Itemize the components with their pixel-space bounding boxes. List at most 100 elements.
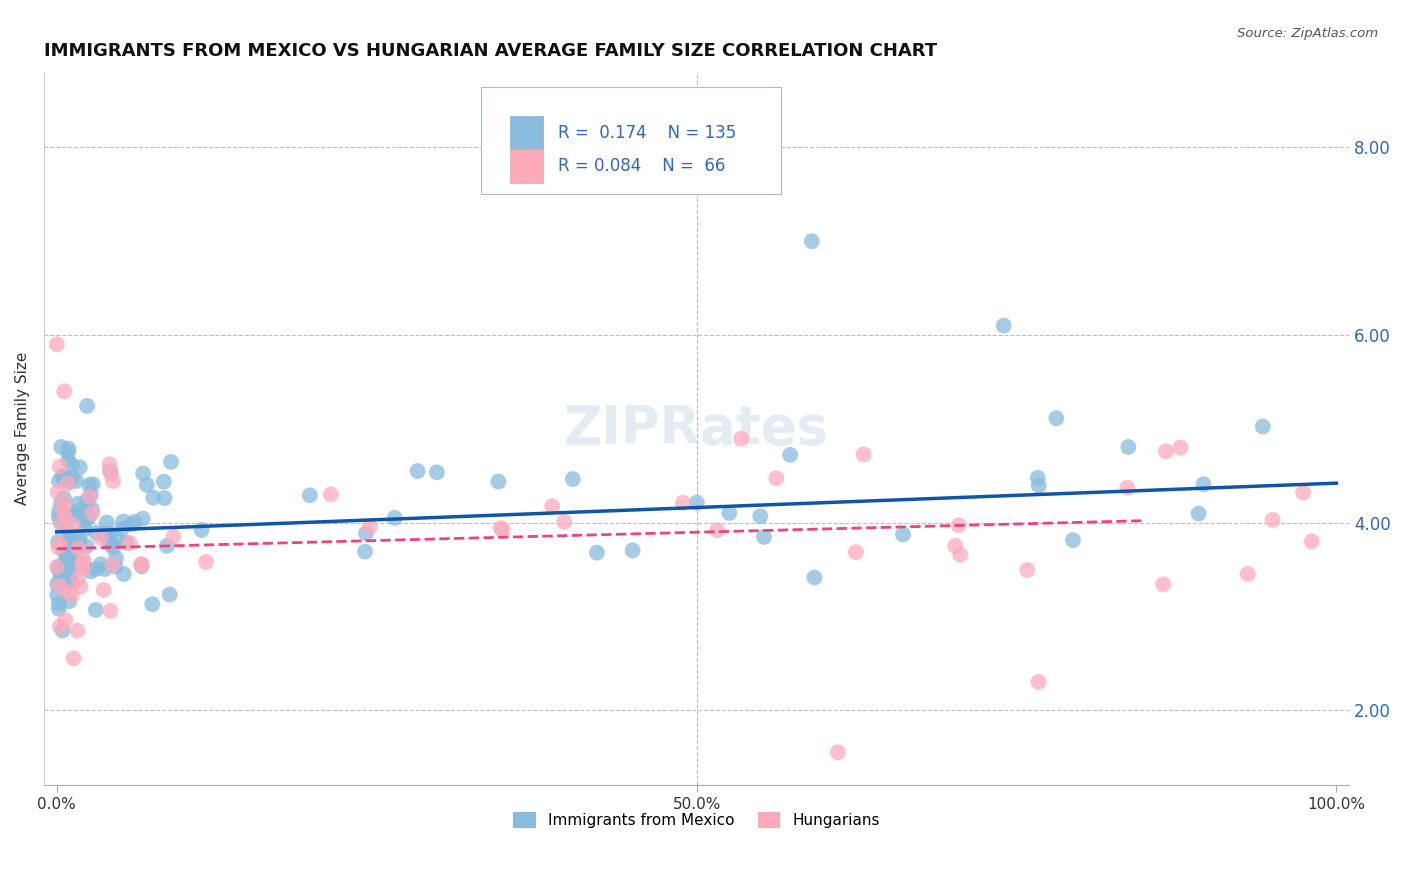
Point [55, 568, 77, 582]
Point [60, 470, 83, 484]
Point [1026, 471, 1049, 485]
Point [156, 539, 179, 553]
Point [69, 580, 91, 594]
Point [72, 552, 94, 566]
Point [1251, 419, 1274, 434]
Point [48, 579, 70, 593]
Point [160, 455, 183, 469]
Point [69, 460, 91, 475]
Point [118, 536, 141, 550]
Point [298, 488, 321, 502]
Point [1062, 533, 1084, 548]
Point [51, 517, 73, 532]
Point [406, 464, 429, 478]
Point [46, 485, 69, 500]
Point [98, 526, 121, 541]
Point [101, 558, 124, 572]
Point [53, 469, 76, 483]
Point [153, 491, 176, 505]
Point [101, 474, 124, 488]
Point [59, 550, 82, 565]
Point [80, 488, 103, 502]
Point [142, 491, 165, 505]
Point [84, 603, 107, 617]
Point [1116, 440, 1139, 454]
Point [90, 531, 112, 545]
Point [1292, 485, 1315, 500]
Point [58, 544, 80, 558]
Point [55, 550, 77, 565]
Point [72, 557, 94, 571]
Point [672, 496, 695, 510]
Point [62, 651, 84, 665]
Point [121, 517, 143, 532]
Point [49, 619, 72, 633]
Point [94, 562, 117, 576]
Point [384, 511, 406, 525]
Point [53, 508, 76, 523]
Point [80, 565, 103, 579]
Point [72, 561, 94, 575]
Point [73, 523, 96, 537]
Point [98, 533, 121, 548]
Point [131, 559, 153, 574]
Point [1236, 566, 1258, 581]
Point [104, 559, 127, 574]
Point [111, 522, 134, 536]
Point [845, 545, 868, 559]
Point [115, 536, 138, 550]
Point [60, 532, 83, 546]
Point [58, 594, 80, 608]
Point [730, 432, 752, 446]
Point [59, 553, 82, 567]
Point [949, 548, 972, 562]
Point [66, 497, 89, 511]
Point [132, 511, 155, 525]
FancyBboxPatch shape [510, 149, 543, 183]
Point [852, 447, 875, 461]
Point [82, 506, 104, 520]
Text: ZIPRates: ZIPRates [564, 403, 830, 455]
Point [82, 477, 104, 491]
Legend: Immigrants from Mexico, Hungarians: Immigrants from Mexico, Hungarians [508, 806, 886, 835]
Point [60, 458, 83, 473]
Point [993, 318, 1015, 333]
Point [60, 560, 83, 574]
Point [69, 532, 91, 546]
Point [1170, 441, 1192, 455]
Point [112, 515, 135, 529]
Point [45, 337, 67, 351]
Point [749, 509, 772, 524]
Point [803, 570, 825, 584]
Point [48, 559, 70, 574]
Point [96, 516, 118, 530]
Point [79, 478, 101, 492]
Point [800, 234, 823, 248]
Point [426, 466, 449, 480]
Point [67, 535, 90, 549]
Point [93, 528, 115, 542]
Point [73, 557, 96, 571]
Point [67, 538, 90, 552]
Point [827, 745, 849, 759]
Point [52, 565, 75, 579]
Text: R =  0.174    N = 135: R = 0.174 N = 135 [558, 124, 737, 142]
Point [765, 471, 787, 485]
Point [1045, 411, 1067, 425]
Point [135, 478, 157, 492]
Point [561, 472, 583, 486]
Point [621, 543, 644, 558]
FancyBboxPatch shape [481, 87, 782, 194]
Point [53, 556, 76, 570]
Point [65, 539, 87, 553]
Point [48, 563, 70, 577]
Point [49, 459, 72, 474]
Point [100, 604, 122, 618]
Point [51, 501, 73, 516]
Point [56, 445, 79, 459]
Point [59, 532, 82, 546]
Point [48, 474, 70, 488]
Point [100, 467, 122, 481]
Point [491, 523, 513, 537]
Point [104, 551, 127, 566]
